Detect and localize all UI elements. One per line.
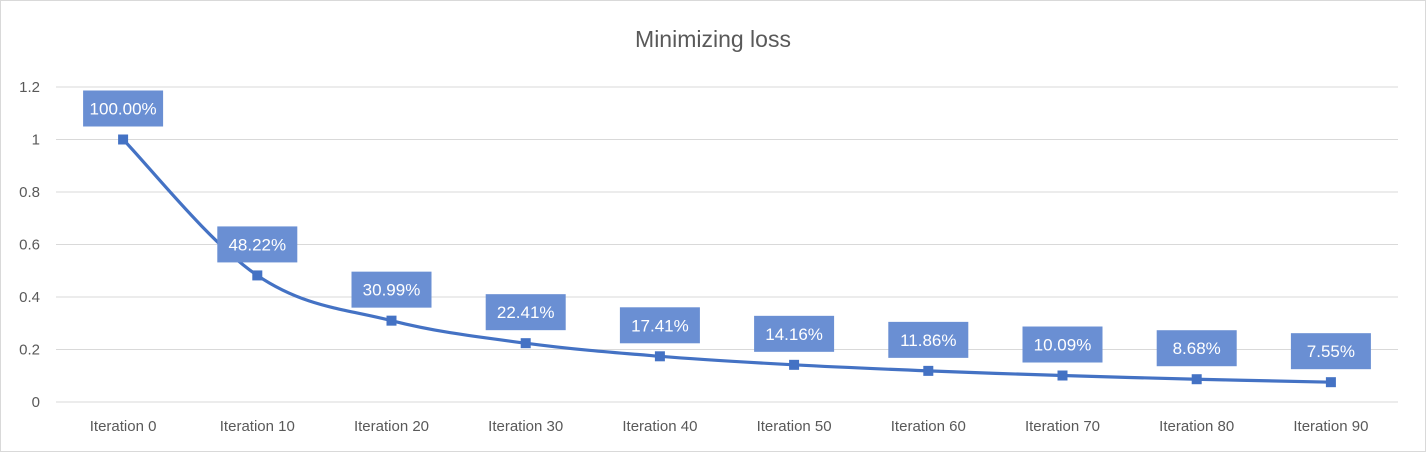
- data-label-box: [351, 271, 432, 308]
- data-label-box: [485, 294, 566, 331]
- data-label: 10.09%: [1034, 336, 1092, 355]
- x-tick-label: Iteration 40: [622, 418, 697, 435]
- data-point-marker: [654, 351, 665, 362]
- x-tick-label: Iteration 20: [354, 418, 429, 435]
- data-point-marker: [1057, 370, 1068, 381]
- data-label-box: [619, 307, 700, 344]
- y-tick-label: 1: [32, 132, 40, 149]
- data-label-box: [888, 321, 969, 358]
- data-label-box: [1156, 330, 1237, 367]
- data-label: 14.16%: [765, 325, 823, 344]
- y-tick-label: 1.2: [19, 79, 40, 96]
- data-label: 11.86%: [900, 331, 956, 350]
- x-tick-label: Iteration 30: [488, 418, 563, 435]
- data-point-marker: [1325, 377, 1336, 388]
- data-point-marker: [118, 134, 129, 145]
- y-tick-label: 0.6: [19, 237, 40, 254]
- data-point-marker: [789, 359, 800, 370]
- x-tick-label: Iteration 10: [220, 418, 295, 435]
- y-tick-label: 0: [32, 394, 40, 411]
- x-tick-label: Iteration 90: [1293, 418, 1368, 435]
- chart-title: Minimizing loss: [635, 26, 791, 52]
- data-label-box: [754, 315, 835, 352]
- data-label: 30.99%: [363, 281, 421, 300]
- x-tick-label: Iteration 0: [90, 418, 157, 435]
- data-label: 22.41%: [497, 303, 555, 322]
- data-label: 7.55%: [1307, 342, 1355, 361]
- y-tick-label: 0.8: [19, 184, 40, 201]
- data-label-box: [83, 90, 164, 127]
- data-point-marker: [252, 270, 263, 281]
- x-tick-label: Iteration 50: [757, 418, 832, 435]
- data-label-box: [1290, 333, 1371, 370]
- data-label: 100.00%: [90, 100, 157, 119]
- data-label-box: [217, 226, 298, 263]
- x-tick-label: Iteration 80: [1159, 418, 1234, 435]
- data-label: 48.22%: [228, 235, 286, 254]
- data-point-marker: [923, 365, 934, 376]
- data-label: 8.68%: [1173, 339, 1221, 358]
- x-tick-label: Iteration 60: [891, 418, 966, 435]
- data-point-marker: [520, 338, 531, 349]
- data-label: 17.41%: [631, 316, 689, 335]
- x-tick-label: Iteration 70: [1025, 418, 1100, 435]
- data-point-marker: [1191, 374, 1202, 385]
- y-tick-label: 0.2: [19, 342, 40, 359]
- series-line: [121, 137, 1333, 384]
- data-label-box: [1022, 326, 1103, 363]
- y-tick-label: 0.4: [19, 289, 40, 306]
- data-point-marker: [386, 315, 397, 326]
